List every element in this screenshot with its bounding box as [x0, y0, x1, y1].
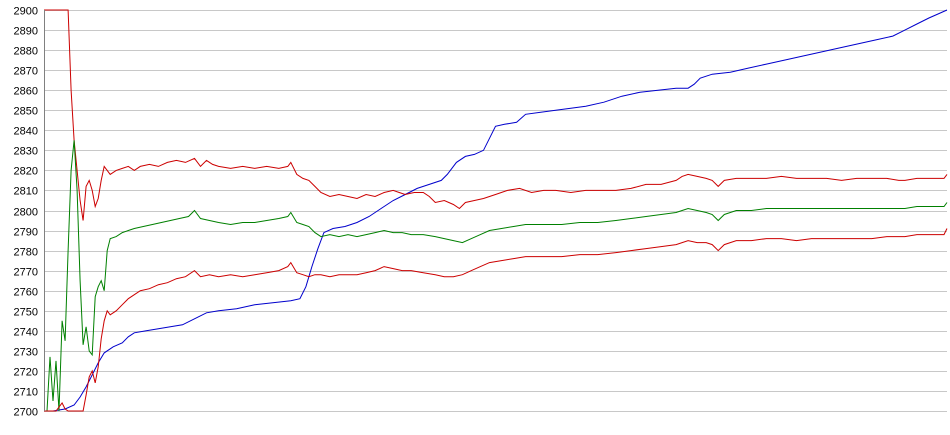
- series-line-1: [44, 9, 948, 412]
- y-tick-label: 2760: [14, 287, 38, 299]
- y-tick-label: 2720: [14, 367, 38, 379]
- gridlines: [44, 10, 947, 412]
- y-tick-label: 2800: [14, 207, 38, 219]
- y-tick-label: 2830: [14, 146, 38, 158]
- y-tick-label: 2780: [14, 247, 38, 259]
- y-tick-label: 2750: [14, 307, 38, 319]
- y-tick-label: 2730: [14, 347, 38, 359]
- y-tick-label: 2740: [14, 327, 38, 339]
- y-tick-label: 2710: [14, 387, 38, 399]
- y-tick-label: 2770: [14, 267, 38, 279]
- series-line-2: [44, 9, 948, 221]
- y-tick-label: 2860: [14, 86, 38, 98]
- y-tick-label: 2890: [14, 26, 38, 38]
- series-lines: [44, 9, 948, 412]
- series-line-3: [44, 140, 948, 412]
- y-tick-label: 2880: [14, 46, 38, 58]
- y-tick-label: 2700: [14, 407, 38, 419]
- y-tick-label: 2850: [14, 106, 38, 118]
- y-tick-label: 2840: [14, 126, 38, 138]
- y-tick-label: 2820: [14, 166, 38, 178]
- y-tick-label: 2810: [14, 186, 38, 198]
- y-tick-label: 2790: [14, 227, 38, 239]
- y-tick-label: 2870: [14, 66, 38, 78]
- y-axis-ticks: 2700 2710 2720 2730 2740 2750 2760 2770 2780 2790…: [14, 6, 38, 419]
- series-line-4: [44, 228, 948, 412]
- y-tick-label: 2900: [14, 6, 38, 18]
